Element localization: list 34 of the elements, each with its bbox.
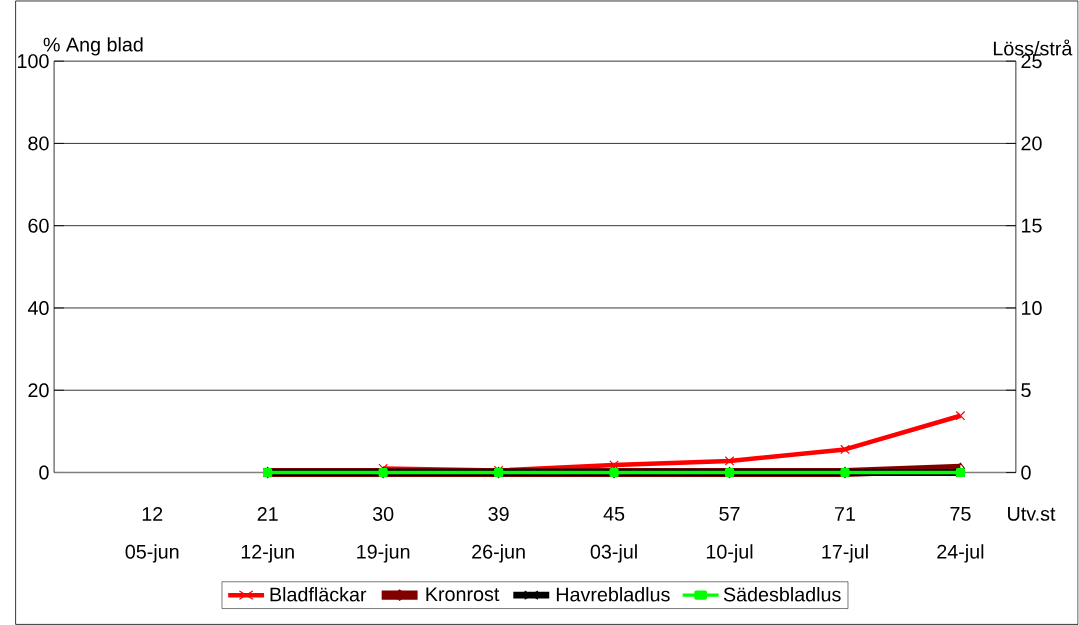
x-tick-label: 26-jun: [472, 544, 525, 563]
y-tick-label: 100: [18, 53, 49, 68]
x-tick-label: 19-jun: [357, 544, 410, 563]
y-tick-label: 80: [28, 136, 49, 151]
y-tick-label: 40: [27, 300, 49, 315]
x-tick-label: 17-jul: [822, 544, 868, 563]
legend-label: Havrebladlus: [556, 586, 670, 602]
y-tick-label: 0: [39, 465, 49, 480]
y2-tick-label: 0: [1021, 465, 1031, 480]
y2-tick-label: 20: [1021, 136, 1042, 151]
legend-label: Bladfläckar: [270, 586, 367, 602]
text: 30: [372, 506, 394, 521]
x-tick-label: 05-jun: [125, 544, 179, 563]
x-tick-label: 03-jul: [590, 544, 637, 563]
x-tick-label: 24-jul: [937, 544, 984, 563]
text: 75: [950, 506, 971, 521]
x-tick-label: 10-jul: [706, 544, 753, 563]
x-axis-title: Utv.st: [1008, 506, 1056, 521]
text: 12: [142, 506, 163, 521]
text: 57: [719, 506, 740, 521]
y2-tick-label: 15: [1022, 218, 1042, 233]
y-tick-label: 20: [28, 383, 49, 398]
y2-tick-label: 25: [1021, 53, 1042, 68]
text: 71: [835, 506, 855, 521]
text: 39: [488, 506, 509, 521]
y2-tick-label: 10: [1022, 300, 1042, 315]
legend-label: Sädesbladlus: [723, 586, 841, 602]
y-tick-label: 60: [28, 218, 49, 233]
text: 45: [603, 506, 625, 521]
legend-label: Kronrost: [426, 587, 500, 601]
text: 21: [257, 506, 278, 521]
y2-tick-label: 5: [1021, 383, 1031, 397]
y2-axis-title: Löss/strå: [993, 39, 1073, 56]
x-tick-label: 12-jun: [241, 544, 294, 563]
